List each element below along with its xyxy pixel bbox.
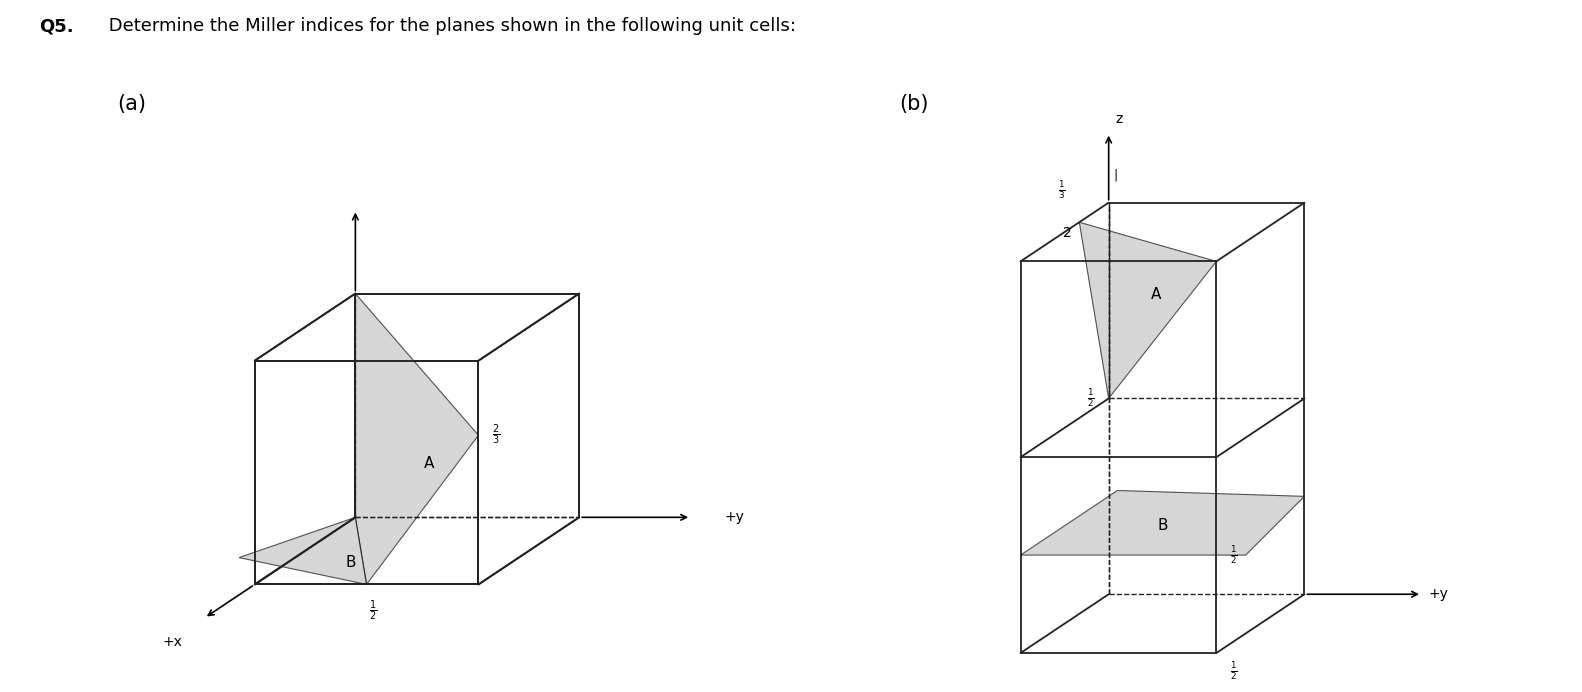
Text: +x: +x bbox=[163, 635, 182, 649]
Text: z: z bbox=[1115, 111, 1123, 126]
Text: $\frac{1}{2}$: $\frac{1}{2}$ bbox=[1231, 660, 1237, 682]
Text: (a): (a) bbox=[117, 93, 147, 113]
Text: 2: 2 bbox=[1063, 226, 1071, 240]
Text: +y: +y bbox=[725, 510, 745, 525]
Text: $\frac{1}{2}$: $\frac{1}{2}$ bbox=[1231, 544, 1237, 566]
Text: A: A bbox=[424, 456, 435, 471]
Text: Q5.: Q5. bbox=[40, 17, 74, 35]
Text: Determine the Miller indices for the planes shown in the following unit cells:: Determine the Miller indices for the pla… bbox=[103, 17, 796, 35]
Polygon shape bbox=[356, 293, 478, 585]
Polygon shape bbox=[239, 518, 367, 585]
Text: A: A bbox=[1150, 286, 1161, 302]
Text: +y: +y bbox=[1429, 588, 1449, 601]
Polygon shape bbox=[1020, 491, 1305, 555]
Text: B: B bbox=[345, 554, 356, 570]
Text: $\frac{1}{2}$: $\frac{1}{2}$ bbox=[370, 599, 378, 623]
Polygon shape bbox=[1079, 222, 1217, 399]
Text: $\frac{1}{2}$: $\frac{1}{2}$ bbox=[1087, 388, 1095, 410]
Text: $\frac{1}{3}$: $\frac{1}{3}$ bbox=[1058, 179, 1065, 201]
Text: |: | bbox=[1114, 169, 1118, 182]
Text: $\frac{2}{3}$: $\frac{2}{3}$ bbox=[492, 423, 500, 448]
Text: (b): (b) bbox=[899, 93, 929, 113]
Text: B: B bbox=[1158, 518, 1168, 534]
